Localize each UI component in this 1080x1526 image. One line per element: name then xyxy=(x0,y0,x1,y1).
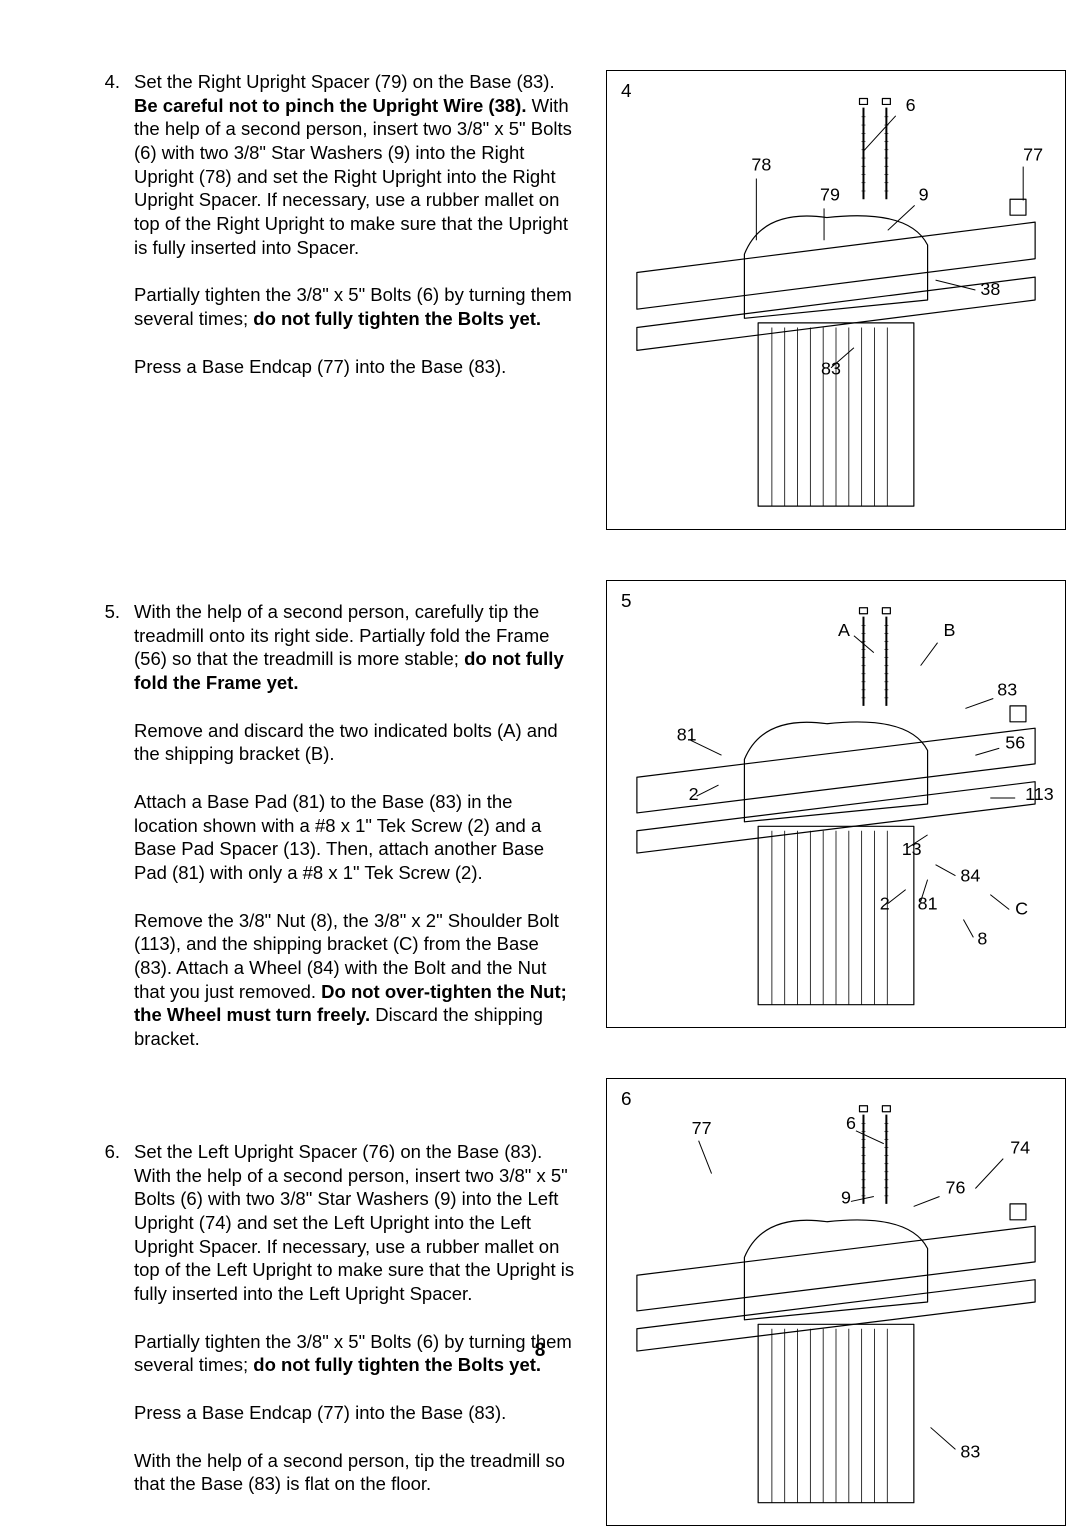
callout-label: 9 xyxy=(919,184,929,204)
callout-label: 83 xyxy=(821,359,841,379)
callout-label: 113 xyxy=(1025,784,1054,804)
callout-label: 6 xyxy=(906,95,916,115)
callout-label: 76 xyxy=(946,1177,966,1197)
callout-label: 8 xyxy=(977,928,987,948)
callout-label: B xyxy=(944,620,956,640)
callout-label: 84 xyxy=(960,866,980,886)
callout-label: 83 xyxy=(960,1441,980,1461)
step-body: Set the Left Upright Spacer (76) on the … xyxy=(134,1140,578,1496)
callout-label: 2 xyxy=(689,784,699,804)
callout-label: C xyxy=(1015,899,1028,919)
step-paragraph: With the help of a second person, tip th… xyxy=(134,1449,578,1496)
figure-5: A B 83 81 2 56 113 13 84 2 81 C 8 5 xyxy=(606,580,1066,1028)
figure-column: 6787997738834 AB83812561131384281C85 776… xyxy=(606,70,1066,1526)
figure-number: 5 xyxy=(621,591,632,612)
step-paragraph: With the help of a second person, carefu… xyxy=(134,600,578,695)
page-content: 4. Set the Right Upright Spacer (79) on … xyxy=(100,70,1010,1526)
callout-label: 79 xyxy=(820,184,840,204)
step-paragraph: Set the Left Upright Spacer (76) on the … xyxy=(134,1140,578,1306)
step-body: Set the Right Upright Spacer (79) on the… xyxy=(134,70,578,560)
callout-label: 2 xyxy=(880,894,890,914)
callout-label: 77 xyxy=(1023,145,1043,165)
step-paragraph: Remove the 3/8" Nut (8), the 3/8" x 2" S… xyxy=(134,909,578,1051)
figure-4: 6 78 79 9 77 38 83 4 xyxy=(606,70,1066,530)
step-body: With the help of a second person, carefu… xyxy=(134,600,578,1100)
figure-number: 6 xyxy=(621,1089,632,1110)
figure-6: 77 6 74 9 76 83 6 xyxy=(606,1078,1066,1526)
callout-label: 38 xyxy=(980,279,1000,299)
step-paragraph: Attach a Base Pad (81) to the Base (83) … xyxy=(134,790,578,885)
step-paragraph: Remove and discard the two indicated bol… xyxy=(134,719,578,766)
step-paragraph: Press a Base Endcap (77) into the Base (… xyxy=(134,1401,578,1425)
page-number: 8 xyxy=(0,1339,1080,1363)
step-paragraph: Press a Base Endcap (77) into the Base (… xyxy=(134,355,578,379)
callout-label: 78 xyxy=(751,155,771,175)
callout-label: A xyxy=(838,620,850,640)
callout-label: 56 xyxy=(1005,732,1025,752)
step-number: 5. xyxy=(100,600,120,1100)
callout-label: 83 xyxy=(997,679,1017,699)
assembly-step-6: 6. Set the Left Upright Spacer (76) on t… xyxy=(100,1140,578,1496)
callout-label: 77 xyxy=(692,1118,712,1138)
assembly-step-4: 4. Set the Right Upright Spacer (79) on … xyxy=(100,70,578,560)
step-paragraph: Set the Right Upright Spacer (79) on the… xyxy=(134,70,578,259)
callout-label: 81 xyxy=(677,724,697,744)
assembly-step-5: 5. With the help of a second person, car… xyxy=(100,600,578,1100)
step-number: 4. xyxy=(100,70,120,560)
callout-label: 6 xyxy=(846,1113,856,1133)
figure-number: 4 xyxy=(621,81,632,102)
step-paragraph: Partially tighten the 3/8" x 5" Bolts (6… xyxy=(134,283,578,330)
callout-label: 9 xyxy=(841,1187,851,1207)
callout-label: 13 xyxy=(902,839,922,859)
callout-label: 74 xyxy=(1010,1138,1030,1158)
step-number: 6. xyxy=(100,1140,120,1496)
callout-label: 81 xyxy=(918,894,938,914)
instruction-text-column: 4. Set the Right Upright Spacer (79) on … xyxy=(100,70,578,1526)
